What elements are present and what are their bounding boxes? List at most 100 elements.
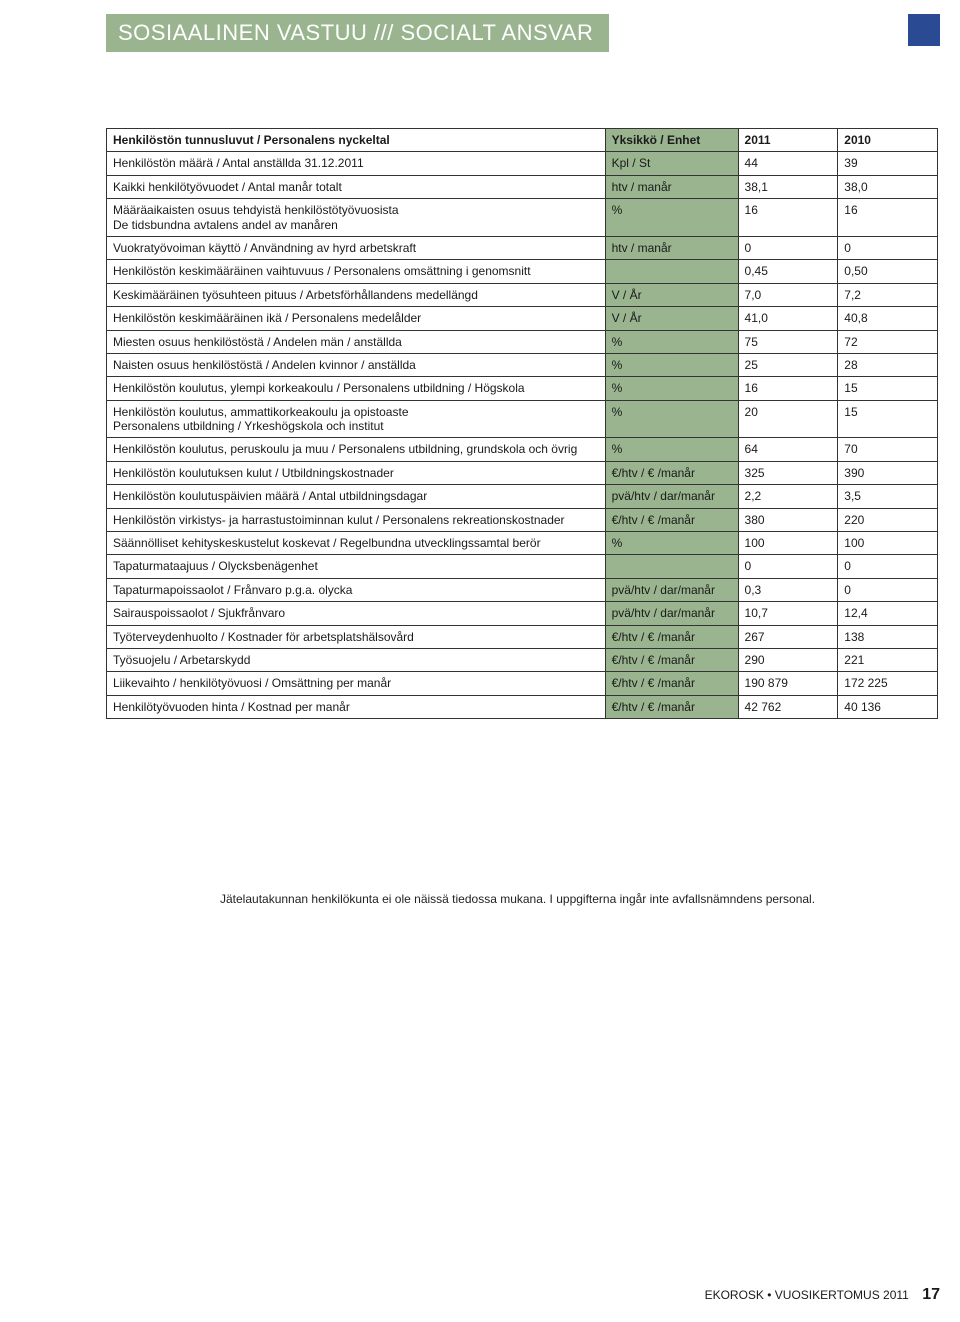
- row-value-2010: 0: [838, 236, 938, 259]
- row-label: Vuokratyövoiman käyttö / Användning av h…: [107, 236, 606, 259]
- table-row: Henkilötyövuoden hinta / Kostnad per man…: [107, 695, 938, 718]
- row-label: Henkilöstön virkistys- ja harrastustoimi…: [107, 508, 606, 531]
- row-unit: htv / manår: [605, 236, 738, 259]
- footnote: Jätelautakunnan henkilökunta ei ole näis…: [220, 892, 815, 906]
- row-unit: [605, 260, 738, 283]
- row-value-2011: 10,7: [738, 602, 838, 625]
- row-value-2010: 70: [838, 438, 938, 461]
- data-table: Henkilöstön tunnusluvut / Personalens ny…: [106, 128, 938, 719]
- table-row: Keskimääräinen työsuhteen pituus / Arbet…: [107, 283, 938, 306]
- section-header: SOSIAALINEN VASTUU /// SOCIALT ANSVAR: [106, 14, 609, 52]
- row-value-2011: 16: [738, 199, 838, 237]
- row-value-2011: 190 879: [738, 672, 838, 695]
- table-row: Miesten osuus henkilöstöstä / Andelen mä…: [107, 330, 938, 353]
- row-label: Liikevaihto / henkilötyövuosi / Omsättni…: [107, 672, 606, 695]
- row-value-2011: 380: [738, 508, 838, 531]
- data-table-wrap: Henkilöstön tunnusluvut / Personalens ny…: [106, 128, 938, 719]
- table-row: Tapaturmataajuus / Olycksbenägenhet00: [107, 555, 938, 578]
- row-value-2011: 0,3: [738, 578, 838, 601]
- row-unit: Kpl / St: [605, 152, 738, 175]
- row-value-2011: 100: [738, 532, 838, 555]
- table-row: Kaikki henkilötyövuodet / Antal manår to…: [107, 175, 938, 198]
- row-value-2011: 0,45: [738, 260, 838, 283]
- row-value-2010: 16: [838, 199, 938, 237]
- row-unit: pvä/htv / dar/manår: [605, 485, 738, 508]
- table-row: Henkilöstön keskimääräinen ikä / Persona…: [107, 307, 938, 330]
- table-row: Henkilöstön keskimääräinen vaihtuvuus / …: [107, 260, 938, 283]
- col-header-year2: 2010: [838, 129, 938, 152]
- footer-brand: EKOROSK • VUOSIKERTOMUS 2011: [705, 1288, 909, 1302]
- col-header-label: Henkilöstön tunnusluvut / Personalens ny…: [107, 129, 606, 152]
- row-value-2010: 28: [838, 353, 938, 376]
- table-row: Liikevaihto / henkilötyövuosi / Omsättni…: [107, 672, 938, 695]
- row-label: Kaikki henkilötyövuodet / Antal manår to…: [107, 175, 606, 198]
- table-row: Työterveydenhuolto / Kostnader för arbet…: [107, 625, 938, 648]
- col-header-unit: Yksikkö / Enhet: [605, 129, 738, 152]
- table-row: Sairauspoissaolot / Sjukfrånvaropvä/htv …: [107, 602, 938, 625]
- row-value-2011: 290: [738, 648, 838, 671]
- row-value-2010: 0: [838, 578, 938, 601]
- row-value-2011: 20: [738, 400, 838, 438]
- row-value-2010: 15: [838, 377, 938, 400]
- row-value-2010: 72: [838, 330, 938, 353]
- table-row: Henkilöstön virkistys- ja harrastustoimi…: [107, 508, 938, 531]
- row-value-2010: 172 225: [838, 672, 938, 695]
- row-label: Henkilöstön koulutus, ylempi korkeakoulu…: [107, 377, 606, 400]
- row-unit: V / År: [605, 307, 738, 330]
- row-unit: €/htv / € /manår: [605, 648, 738, 671]
- row-value-2010: 100: [838, 532, 938, 555]
- row-label: Keskimääräinen työsuhteen pituus / Arbet…: [107, 283, 606, 306]
- table-row: Henkilöstön koulutus, ylempi korkeakoulu…: [107, 377, 938, 400]
- row-value-2011: 41,0: [738, 307, 838, 330]
- row-value-2011: 25: [738, 353, 838, 376]
- row-value-2010: 138: [838, 625, 938, 648]
- row-unit: pvä/htv / dar/manår: [605, 578, 738, 601]
- row-unit: €/htv / € /manår: [605, 695, 738, 718]
- row-value-2010: 220: [838, 508, 938, 531]
- row-label: Henkilöstön keskimääräinen vaihtuvuus / …: [107, 260, 606, 283]
- row-unit: %: [605, 377, 738, 400]
- row-value-2010: 12,4: [838, 602, 938, 625]
- table-row: Vuokratyövoiman käyttö / Användning av h…: [107, 236, 938, 259]
- table-row: Henkilöstön koulutuksen kulut / Utbildni…: [107, 461, 938, 484]
- row-label: Tapaturmataajuus / Olycksbenägenhet: [107, 555, 606, 578]
- row-value-2011: 267: [738, 625, 838, 648]
- row-unit: V / År: [605, 283, 738, 306]
- row-unit: %: [605, 330, 738, 353]
- row-value-2010: 221: [838, 648, 938, 671]
- row-label: Henkilötyövuoden hinta / Kostnad per man…: [107, 695, 606, 718]
- row-value-2011: 38,1: [738, 175, 838, 198]
- table-row: Henkilöstön koulutuspäivien määrä / Anta…: [107, 485, 938, 508]
- row-unit: htv / manår: [605, 175, 738, 198]
- row-label: Henkilöstön koulutuksen kulut / Utbildni…: [107, 461, 606, 484]
- row-value-2010: 0,50: [838, 260, 938, 283]
- row-value-2011: 2,2: [738, 485, 838, 508]
- row-value-2010: 0: [838, 555, 938, 578]
- footer-page-number: 17: [922, 1286, 940, 1303]
- row-label: Tapaturmapoissaolot / Frånvaro p.g.a. ol…: [107, 578, 606, 601]
- row-unit: %: [605, 532, 738, 555]
- row-label: Henkilöstön koulutus, ammattikorkeakoulu…: [107, 400, 606, 438]
- table-header-row: Henkilöstön tunnusluvut / Personalens ny…: [107, 129, 938, 152]
- row-label: Työsuojelu / Arbetarskydd: [107, 648, 606, 671]
- row-value-2010: 40 136: [838, 695, 938, 718]
- row-value-2010: 38,0: [838, 175, 938, 198]
- table-row: Naisten osuus henkilöstöstä / Andelen kv…: [107, 353, 938, 376]
- page-footer: EKOROSK • VUOSIKERTOMUS 2011 17: [705, 1286, 940, 1304]
- row-value-2011: 16: [738, 377, 838, 400]
- row-label: Miesten osuus henkilöstöstä / Andelen mä…: [107, 330, 606, 353]
- row-unit: [605, 555, 738, 578]
- table-row: Työsuojelu / Arbetarskydd€/htv / € /manå…: [107, 648, 938, 671]
- row-label: Säännölliset kehityskeskustelut koskevat…: [107, 532, 606, 555]
- row-unit: pvä/htv / dar/manår: [605, 602, 738, 625]
- row-unit: €/htv / € /manår: [605, 672, 738, 695]
- row-unit: €/htv / € /manår: [605, 461, 738, 484]
- row-label: Henkilöstön koulutus, peruskoulu ja muu …: [107, 438, 606, 461]
- row-unit: %: [605, 199, 738, 237]
- row-value-2010: 3,5: [838, 485, 938, 508]
- row-value-2011: 64: [738, 438, 838, 461]
- row-label: Naisten osuus henkilöstöstä / Andelen kv…: [107, 353, 606, 376]
- row-label: Henkilöstön koulutuspäivien määrä / Anta…: [107, 485, 606, 508]
- row-value-2010: 390: [838, 461, 938, 484]
- section-header-title: SOSIAALINEN VASTUU /// SOCIALT ANSVAR: [118, 20, 593, 45]
